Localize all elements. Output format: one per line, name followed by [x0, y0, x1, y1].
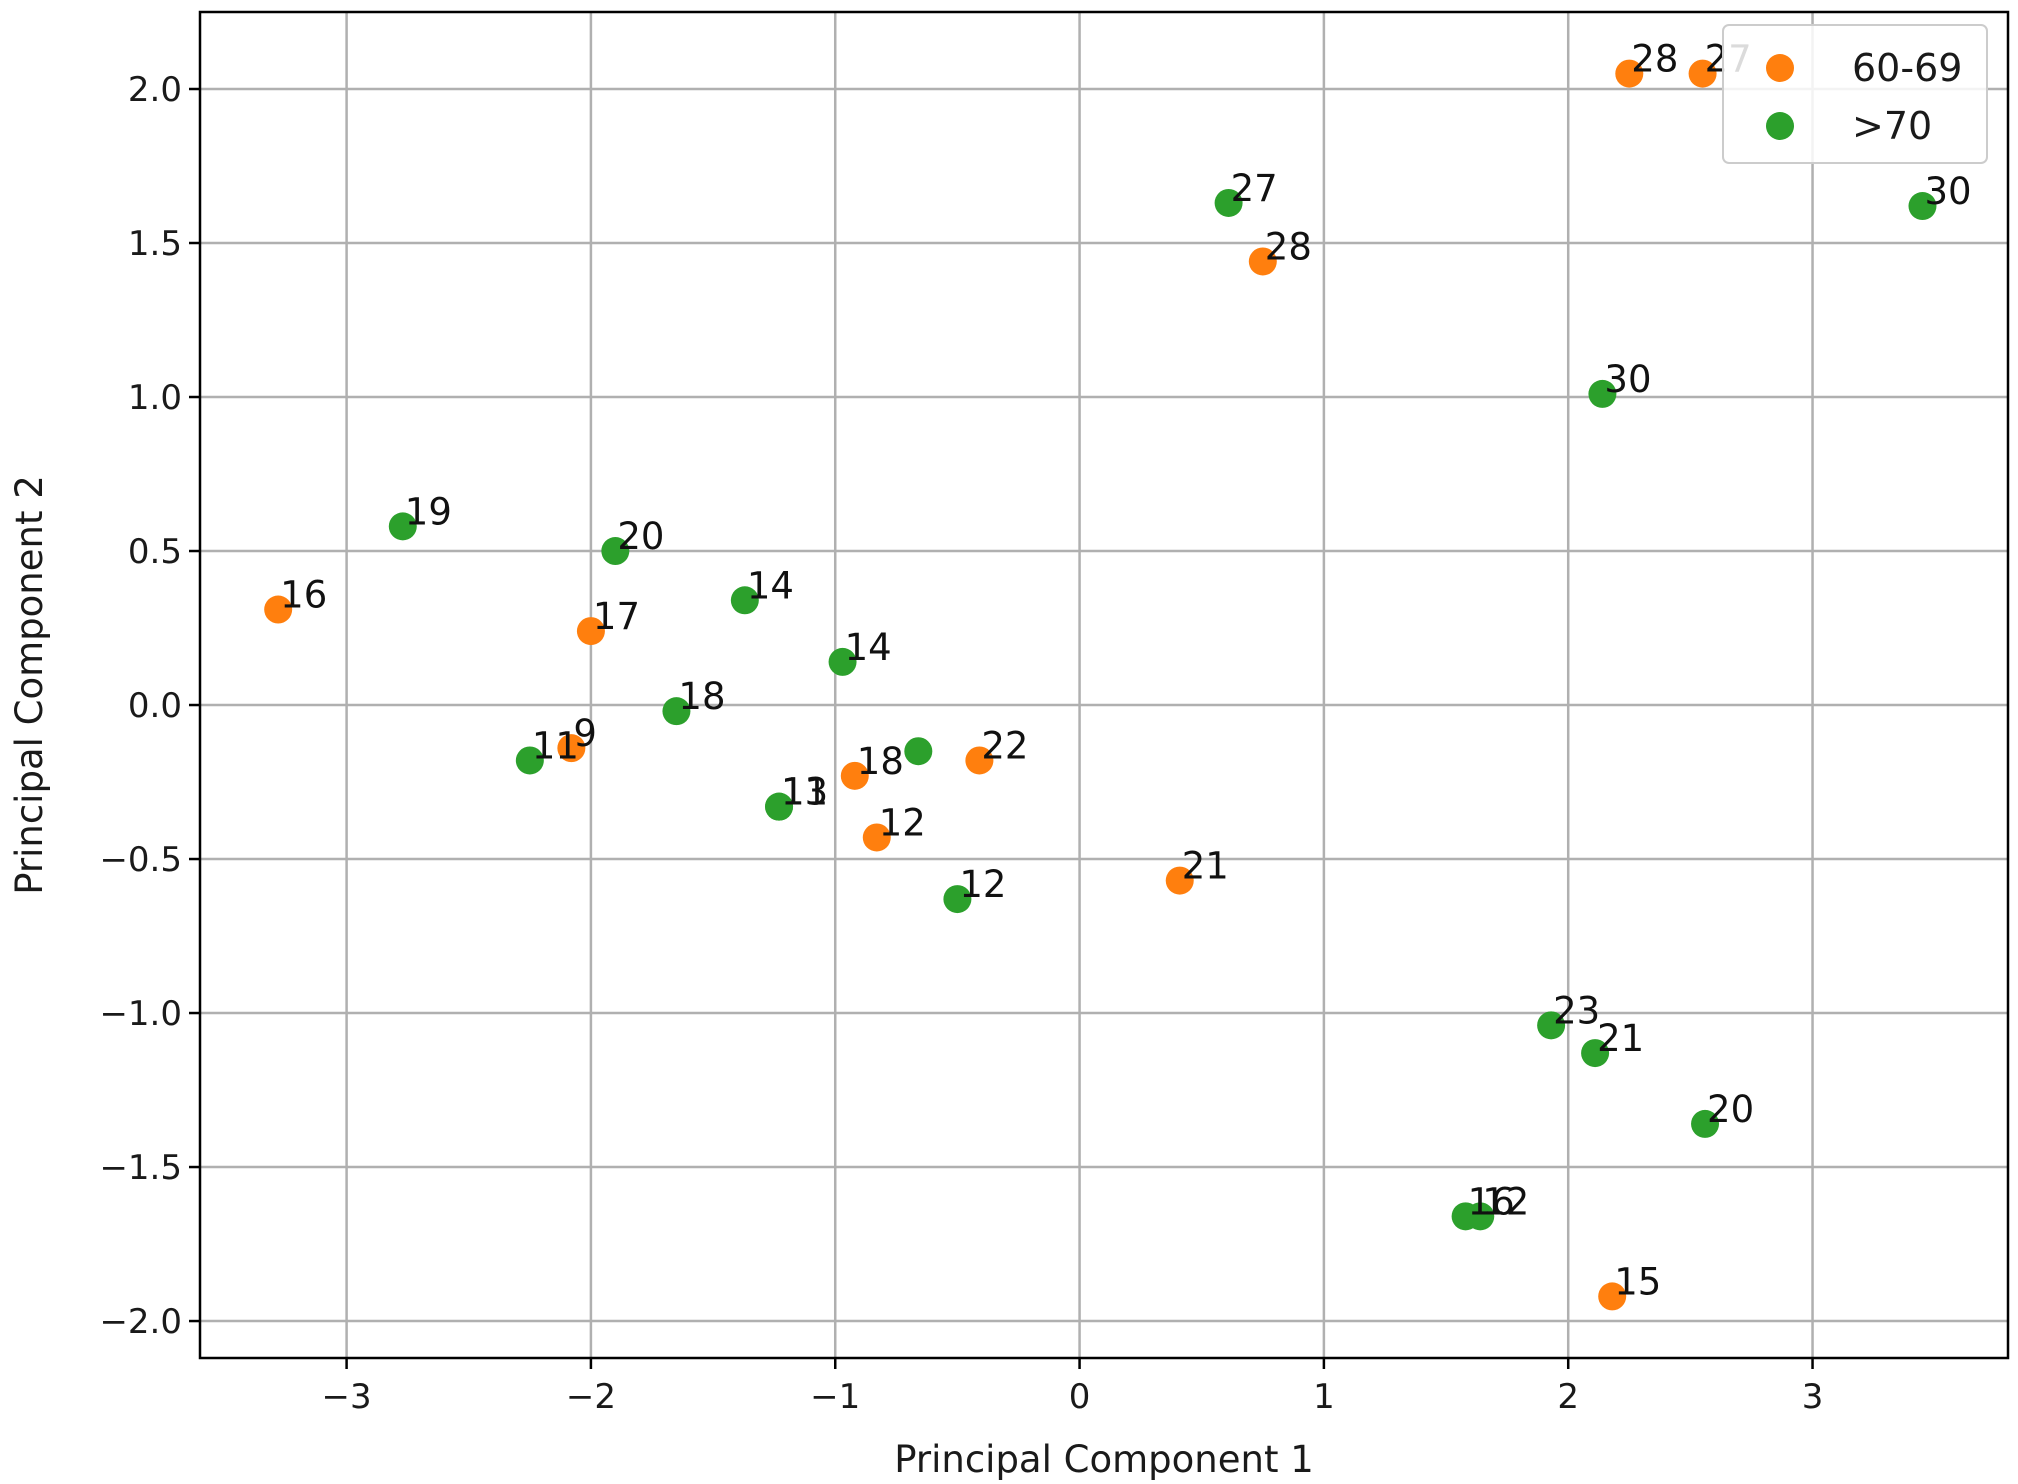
data-point-over-70 — [730, 586, 759, 615]
data-point-over-70 — [1908, 192, 1937, 221]
data-point-60-69 — [840, 761, 869, 790]
point-label: 17 — [593, 595, 640, 638]
data-point-over-70 — [388, 512, 417, 541]
point-label: 22 — [981, 724, 1028, 767]
y-tick-label: 0.5 — [128, 532, 182, 572]
point-label: 12 — [879, 801, 926, 844]
grid — [200, 12, 2008, 1358]
point-label: 14 — [845, 626, 892, 669]
x-axis-label: Principal Component 1 — [894, 1438, 1314, 1481]
point-label: 19 — [405, 490, 452, 533]
legend-marker-60-69 — [1766, 54, 1794, 82]
x-tick-label: −3 — [322, 1377, 372, 1417]
point-label: 16 — [1468, 1180, 1515, 1223]
point-label: 11 — [781, 771, 828, 814]
point-label: 13 — [781, 771, 828, 814]
data-point-over-70 — [765, 792, 794, 821]
point-label: 21 — [1182, 845, 1229, 888]
data-point-60-69 — [1165, 866, 1194, 895]
y-tick-label: 2.0 — [128, 70, 182, 110]
data-point-60-69 — [557, 734, 586, 763]
point-label: 15 — [1614, 1260, 1661, 1303]
data-point-60-69 — [1598, 1282, 1627, 1311]
legend-label-over-70: >70 — [1852, 104, 1932, 148]
point-label: 20 — [617, 515, 664, 558]
data-point-60-69 — [862, 823, 891, 852]
point-label: 18 — [857, 740, 904, 783]
point-labels: 2827281617918221221152730301920141418111… — [280, 38, 1971, 1304]
data-point-over-70 — [904, 737, 933, 766]
axis-ticks: −3 −2 −1 0 1 2 3−2.0−1.5−1.0−0.50.00.51.01.52.… — [99, 70, 1823, 1417]
data-point-60-69 — [576, 617, 605, 646]
point-label: 11 — [532, 724, 579, 767]
y-tick-label: 0.0 — [128, 686, 182, 726]
point-label: 12 — [1482, 1180, 1529, 1223]
point-label: 18 — [678, 675, 725, 718]
data-points — [264, 59, 1937, 1311]
point-label: 12 — [959, 863, 1006, 906]
point-label: 30 — [1604, 358, 1651, 401]
point-label: 23 — [1553, 989, 1600, 1032]
x-tick-label: 1 — [1313, 1377, 1335, 1417]
data-point-over-70 — [1588, 379, 1617, 408]
data-point-over-70 — [515, 746, 544, 775]
legend-label-60-69: 60-69 — [1852, 46, 1962, 90]
data-point-over-70 — [1214, 188, 1243, 217]
legend-marker-over-70 — [1766, 112, 1794, 140]
y-tick-label: −0.5 — [99, 840, 182, 880]
point-label: 21 — [1597, 1017, 1644, 1060]
data-point-over-70 — [601, 537, 630, 566]
data-point-60-69 — [965, 746, 994, 775]
data-point-60-69 — [1615, 59, 1644, 88]
data-point-over-70 — [1466, 1202, 1495, 1231]
point-label: 20 — [1707, 1088, 1754, 1131]
point-label: 9 — [573, 712, 597, 755]
x-tick-label: 3 — [1802, 1377, 1824, 1417]
x-tick-label: 2 — [1557, 1377, 1579, 1417]
point-label: 16 — [280, 574, 327, 617]
point-label: 28 — [1265, 225, 1312, 268]
y-tick-label: 1.0 — [128, 378, 182, 418]
data-point-60-69 — [1248, 247, 1277, 276]
data-point-over-70 — [828, 647, 857, 676]
y-tick-label: 1.5 — [128, 224, 182, 264]
y-tick-label: −2.0 — [99, 1302, 182, 1342]
y-tick-label: −1.5 — [99, 1148, 182, 1188]
data-point-over-70 — [943, 885, 972, 914]
plot-frame — [198, 10, 2010, 1360]
point-label: 30 — [1924, 170, 1971, 213]
x-tick-label: 0 — [1069, 1377, 1091, 1417]
data-point-over-70 — [1581, 1039, 1610, 1068]
data-point-60-69 — [264, 595, 293, 624]
x-tick-label: −2 — [566, 1377, 616, 1417]
data-point-over-70 — [662, 697, 691, 726]
y-tick-label: −1.0 — [99, 994, 182, 1034]
point-label: 28 — [1631, 38, 1678, 81]
y-axis-label: Principal Component 2 — [8, 475, 51, 895]
x-tick-label: −1 — [810, 1377, 860, 1417]
legend: 60-69 >70 — [1722, 24, 1988, 164]
point-label: 27 — [1231, 167, 1278, 210]
data-point-60-69 — [1688, 59, 1717, 88]
data-point-over-70 — [1537, 1011, 1566, 1040]
data-point-over-70 — [1691, 1109, 1720, 1138]
point-label: 14 — [747, 564, 794, 607]
